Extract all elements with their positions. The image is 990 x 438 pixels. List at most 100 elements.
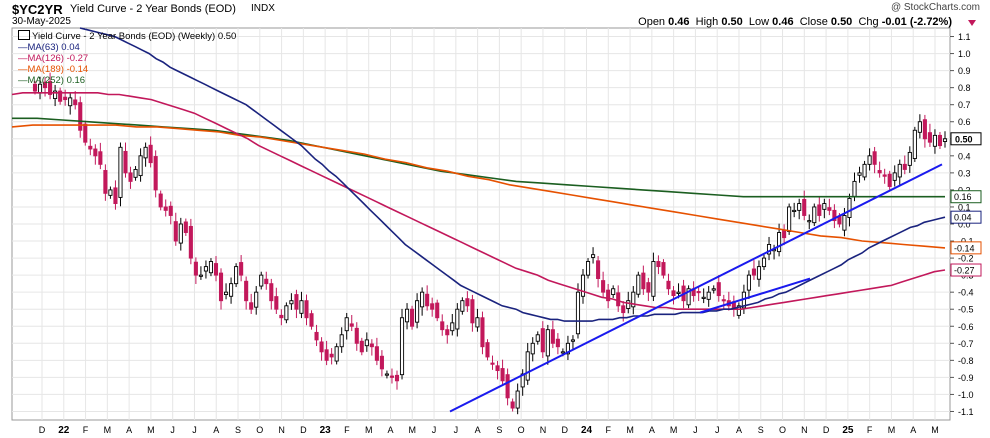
candle-body [420,291,425,308]
candle-body [279,314,284,319]
candle-body [837,216,842,225]
x-tick-label: F [606,425,612,435]
y-tick-label: 0.7 [958,100,971,110]
x-tick-label: J [432,425,437,435]
candle-body [465,298,470,307]
candle-body [168,205,173,216]
x-tick-label: M [409,425,417,435]
candle-body [565,342,570,355]
candle-body [937,134,943,147]
candle-body [515,390,520,409]
low-label: Low [748,16,770,28]
candle-body [148,144,153,164]
candle-body [234,266,239,285]
candle-body [902,163,907,170]
x-tick-label: M [626,425,634,435]
candle-body [259,274,264,287]
symbol: $YC2YR [12,2,63,17]
candle-body [344,317,349,332]
candle-body [450,322,455,332]
x-tick-label: S [496,425,502,435]
candle-body [178,223,183,244]
candle-body [208,261,214,274]
legend-ma189-swatch: — [18,64,28,75]
x-tick-label: S [235,425,241,435]
candle-body [218,272,224,302]
candle-body [907,151,912,166]
candle-body [862,163,867,178]
candle-body [766,244,772,255]
ma-value-tag-label: -0.14 [954,243,975,253]
chart-date: 30-May-2025 [12,16,71,27]
ma-value-tag [950,190,982,204]
x-tick-label: A [213,425,219,435]
candle-body [822,203,827,210]
x-tick-label: A [736,425,742,435]
ma189-line [11,124,946,249]
candle-body [198,274,203,277]
close-value: 0.50 [830,16,853,28]
candle-body [399,317,405,376]
exchange: INDX [251,3,275,14]
candle-body [284,305,289,321]
candle-body [304,300,309,319]
candle-body [354,327,359,344]
candle-body [671,290,676,297]
candle-body [510,401,515,409]
candle-body [575,291,581,335]
x-tick-label: N [278,425,285,435]
legend-ma126: —MA(126) -0.27 [18,53,236,64]
candle-body [83,123,88,143]
candle-body [606,289,611,302]
candle-body [832,209,837,222]
open-value: 0.46 [668,16,690,28]
candle-body [359,340,364,353]
down-arrow-icon [968,20,976,26]
ma-value-tag [950,241,982,255]
candle-body [942,138,948,142]
y-tick-label: 0.4 [958,151,971,161]
candle-body [490,362,495,365]
y-tick-label: 0.6 [958,117,971,127]
candle-body [455,308,460,330]
candle-body [676,291,681,294]
candle-body [32,83,38,92]
y-tick-label: 1.0 [958,49,971,59]
legend-main: Yield Curve - 2 Year Bonds (EOD) (Weekly… [18,30,236,42]
x-tick-label: F [344,425,350,435]
candle-body [560,351,565,354]
legend-ma252: —MA(252) 0.16 [18,75,236,86]
candle-body [48,81,53,95]
candle-body [349,323,354,327]
x-tick-label: O [779,425,786,435]
ma-value-tag-label: 0.16 [954,192,972,202]
candle-body [183,221,188,233]
candle-body [812,206,817,224]
y-tick-label: -1.0 [958,390,974,400]
ma-value-tag [950,210,982,224]
x-tick-label: D [823,425,830,435]
candle-body [550,329,555,344]
candle-body [792,209,797,213]
trendline-main [449,163,943,413]
legend-ma252-label: MA(252) 0.16 [27,75,86,86]
ma-value-tag-label: -0.27 [954,266,975,276]
candle-body [229,283,234,297]
candle-body [807,220,812,223]
y-tick-label: -0.8 [958,356,974,366]
candle-body [58,90,63,102]
x-tick-label: D [39,425,46,435]
candle-body [78,102,83,131]
candle-body [641,272,646,290]
candle-body [661,262,666,276]
x-tick-label: A [475,425,481,435]
candle-body [334,346,339,362]
candle-body [68,97,73,107]
open-label: Open [638,16,666,28]
candle-body [596,260,601,279]
candle-body [249,302,254,310]
x-tick-label: J [454,425,459,435]
candle-body [309,313,314,327]
candle-body [108,189,113,196]
candle-body [445,329,450,336]
